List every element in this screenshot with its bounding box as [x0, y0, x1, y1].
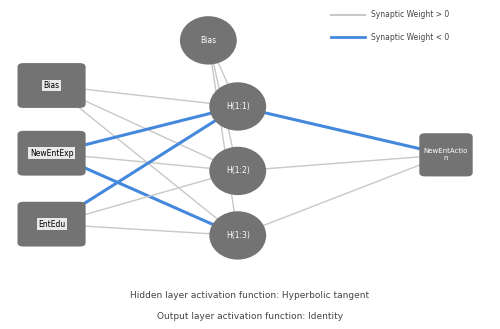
FancyBboxPatch shape [420, 133, 472, 176]
Text: EntEdu: EntEdu [38, 220, 65, 229]
Text: Synaptic Weight < 0: Synaptic Weight < 0 [371, 33, 450, 42]
FancyBboxPatch shape [18, 63, 86, 108]
Text: Hidden layer activation function: Hyperbolic tangent: Hidden layer activation function: Hyperb… [130, 291, 370, 300]
Ellipse shape [210, 147, 266, 195]
Ellipse shape [210, 82, 266, 131]
Text: H(1:1): H(1:1) [226, 102, 250, 111]
Text: Bias: Bias [200, 36, 216, 45]
Text: H(1:2): H(1:2) [226, 166, 250, 175]
Text: NewEntActio
n: NewEntActio n [424, 148, 468, 161]
FancyBboxPatch shape [18, 202, 86, 246]
Ellipse shape [210, 211, 266, 260]
FancyBboxPatch shape [18, 131, 86, 176]
Text: Synaptic Weight > 0: Synaptic Weight > 0 [371, 10, 450, 19]
Text: NewEntExp: NewEntExp [30, 149, 74, 158]
Text: H(1:3): H(1:3) [226, 231, 250, 240]
Ellipse shape [180, 16, 237, 64]
Text: Output layer activation function: Identity: Output layer activation function: Identi… [157, 312, 343, 320]
Text: Bias: Bias [44, 81, 60, 90]
